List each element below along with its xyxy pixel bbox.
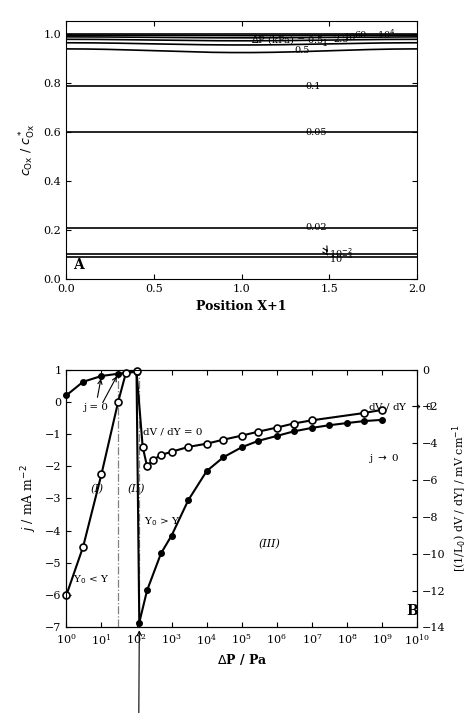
Text: 0.1: 0.1 xyxy=(305,83,320,91)
Text: Y$_0$ < Y: Y$_0$ < Y xyxy=(73,573,109,586)
Text: 1: 1 xyxy=(321,39,328,48)
Text: 2.5: 2.5 xyxy=(333,36,348,44)
Text: (I): (I) xyxy=(91,483,104,494)
Text: 0.02: 0.02 xyxy=(305,223,327,232)
Text: 0.05: 0.05 xyxy=(305,128,327,137)
Y-axis label: [(1/L$_0$) dV / dY] / mV cm$^{-1}$: [(1/L$_0$) dV / dY] / mV cm$^{-1}$ xyxy=(451,425,469,573)
Text: 10$^{-3}$: 10$^{-3}$ xyxy=(329,251,354,265)
Text: A: A xyxy=(73,258,84,272)
Text: 0.5: 0.5 xyxy=(294,46,310,55)
Text: dV / dY = 0: dV / dY = 0 xyxy=(143,427,202,436)
Text: (II): (II) xyxy=(128,483,145,494)
Text: B: B xyxy=(407,603,419,617)
Text: Y$_0$ > Y: Y$_0$ > Y xyxy=(144,515,180,528)
Text: 10$^4$: 10$^4$ xyxy=(377,27,395,41)
Text: 60: 60 xyxy=(355,31,367,40)
Text: 10$^{-2}$: 10$^{-2}$ xyxy=(329,246,353,260)
Text: $\Delta$P (kPa) = 0.5: $\Delta$P (kPa) = 0.5 xyxy=(250,33,324,46)
X-axis label: Position X+1: Position X+1 xyxy=(197,299,287,313)
X-axis label: $\Delta$P / Pa: $\Delta$P / Pa xyxy=(217,652,267,667)
Text: (III): (III) xyxy=(258,538,280,549)
Text: 10: 10 xyxy=(344,33,356,42)
Text: j = 0: j = 0 xyxy=(83,380,108,412)
Y-axis label: $c_\mathrm{Ox}\ /\ c_\mathrm{Ox}^*$: $c_\mathrm{Ox}\ /\ c_\mathrm{Ox}^*$ xyxy=(18,124,38,177)
Text: j $\rightarrow$ 0: j $\rightarrow$ 0 xyxy=(368,453,400,466)
Y-axis label: $j$ / mA m$^{-2}$: $j$ / mA m$^{-2}$ xyxy=(20,465,39,533)
Text: dV / dY $\rightarrow$ 0: dV / dY $\rightarrow$ 0 xyxy=(368,401,433,412)
